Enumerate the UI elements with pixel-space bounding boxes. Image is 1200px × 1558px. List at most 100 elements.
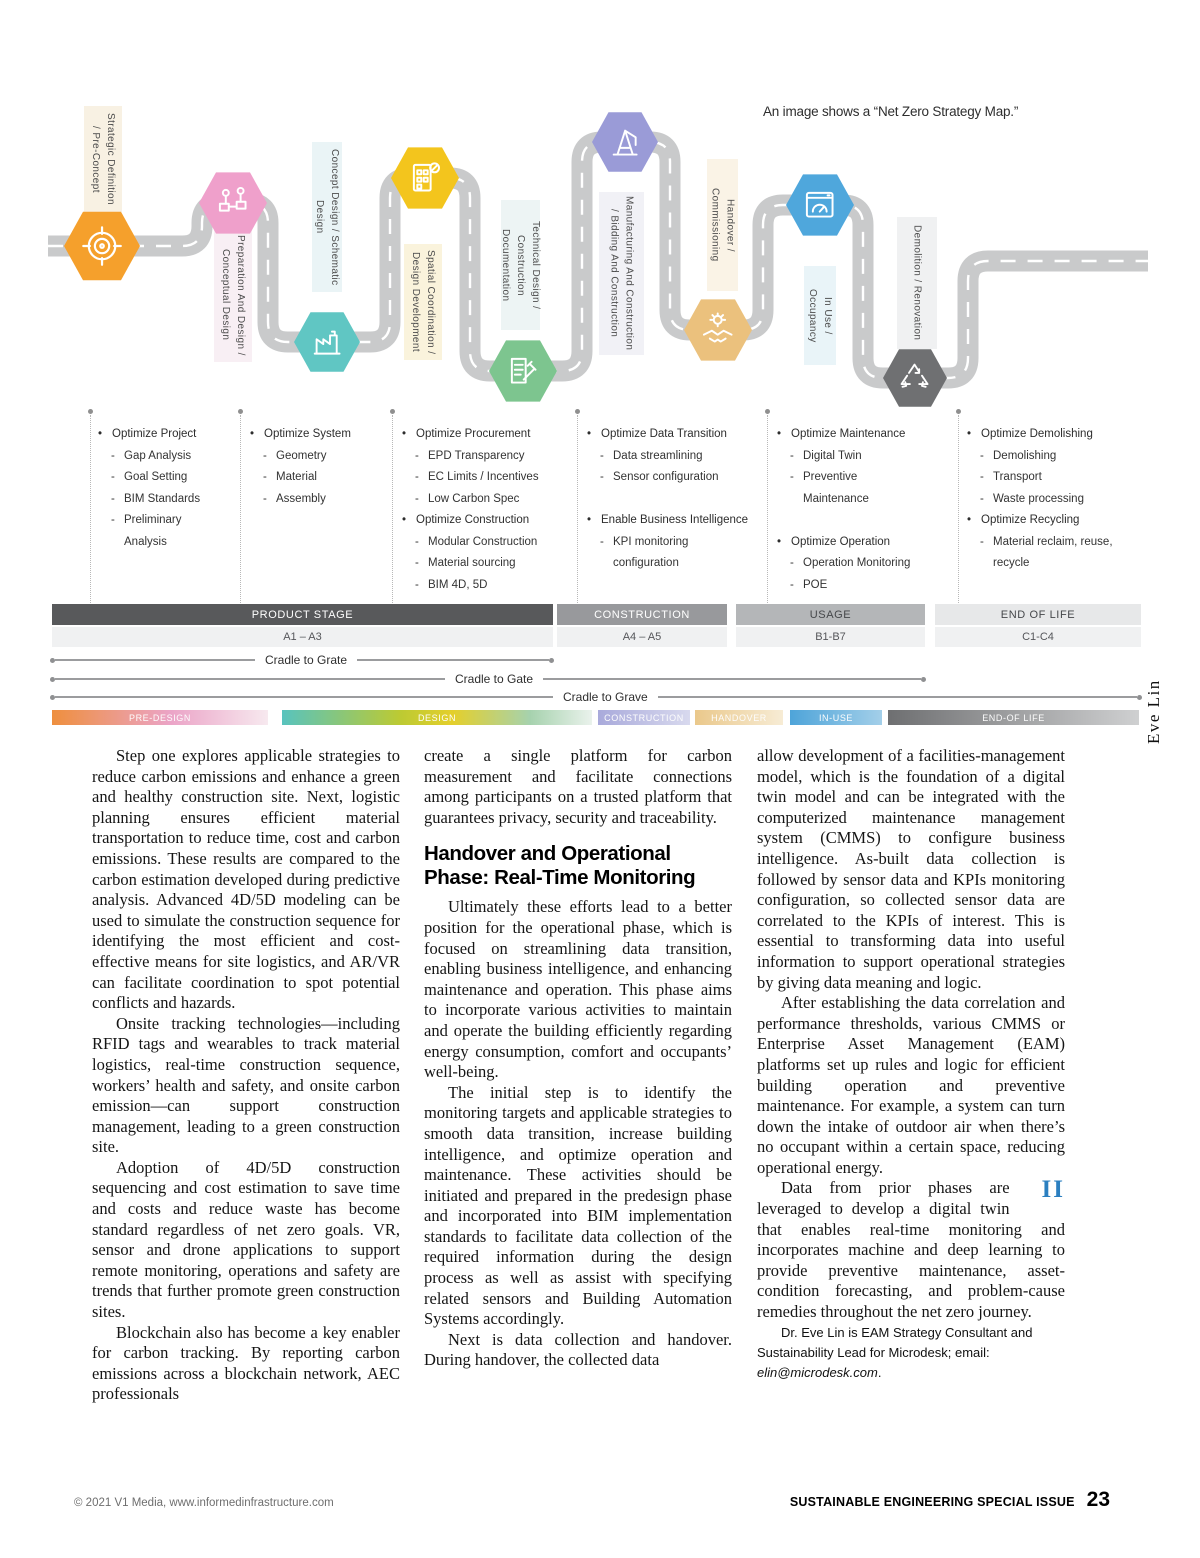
footer-right: SUSTAINABLE ENGINEERING SPECIAL ISSUE 23 bbox=[790, 1488, 1110, 1512]
paragraph: Blockchain also has become a key enabler… bbox=[92, 1322, 400, 1404]
bar-usage: USAGE bbox=[736, 604, 925, 625]
bullet-line: Optimize Demolishing bbox=[965, 424, 1143, 446]
bullet-line: KPI monitoring configuration bbox=[585, 532, 750, 575]
connector-line bbox=[390, 409, 395, 603]
paragraph: Adoption of 4D/5D construction sequencin… bbox=[92, 1157, 400, 1322]
paragraph: allow development of a facilities-manage… bbox=[757, 746, 1065, 992]
figure-caption: An image shows a “Net Zero Strategy Map.… bbox=[763, 104, 1019, 119]
bullet-line: Goal Setting bbox=[96, 467, 214, 489]
connector-line bbox=[238, 409, 243, 603]
connector-line bbox=[765, 409, 770, 603]
stage-label-technical-design: Technical Design / Construction Document… bbox=[500, 200, 541, 330]
span-cradle-to-grate: Cradle to Grate bbox=[50, 653, 554, 667]
stage-label-concept-design: Concept Design / Schematic Design bbox=[312, 142, 342, 292]
paragraph: Ultimately these efforts lead to a bette… bbox=[424, 897, 732, 1082]
derrick-icon bbox=[612, 129, 638, 156]
section-heading: Handover and Operational Phase: Real-Tim… bbox=[424, 842, 696, 890]
bullet-line: Geometry bbox=[248, 446, 378, 468]
bullet-line: Assembly bbox=[248, 489, 378, 511]
timeline-end-of-life: END-OF LIFE bbox=[888, 710, 1139, 725]
stage-hex-spatial-coordination bbox=[391, 147, 459, 209]
bullet-line: Material bbox=[248, 467, 378, 489]
bullet-line: Data streamlining bbox=[585, 446, 750, 468]
bullet-line: Optimize Construction bbox=[400, 510, 568, 532]
bullet-line: Low Carbon Spec bbox=[400, 489, 568, 511]
stage-label-demolition: Demolition / Renovation bbox=[897, 217, 937, 349]
article-column-2: create a single platform for carbon meas… bbox=[424, 746, 732, 1371]
paragraph: create a single platform for carbon meas… bbox=[424, 746, 732, 827]
issue-title: SUSTAINABLE ENGINEERING SPECIAL ISSUE bbox=[789, 1495, 1075, 1509]
paragraph: Next is data collection and handover. Du… bbox=[424, 1329, 732, 1370]
target-icon bbox=[82, 226, 122, 266]
bar-construction-range: A4 – A5 bbox=[557, 627, 727, 647]
bar-usage-range: B1-B7 bbox=[736, 627, 925, 647]
closing-paragraph: II Data from prior phases are leveraged t… bbox=[757, 1176, 1065, 1322]
stage-label-in-use: In Use / Occupancy bbox=[804, 266, 836, 365]
stage-hex-demolition bbox=[883, 349, 947, 407]
stage-hex-concept-design bbox=[294, 312, 360, 372]
bullet-line: Material sourcing bbox=[400, 553, 568, 575]
timeline-handover: HANDOVER bbox=[695, 710, 783, 725]
bullet-line: Optimize Maintenance bbox=[775, 424, 925, 446]
bullet-line: Sensor configuration bbox=[585, 467, 750, 489]
stage-label-strategic-definition: Strategic Definition / Pre-Concept bbox=[84, 106, 122, 212]
bar-end-of-life: END OF LIFE bbox=[935, 604, 1141, 625]
page-number: 23 bbox=[1086, 1488, 1110, 1511]
stage-label-handover: Handover / Commissioning bbox=[707, 159, 738, 291]
connector-line bbox=[88, 409, 93, 603]
bullet-line: Transport bbox=[965, 467, 1143, 489]
bullet-line: Optimize Data Transition bbox=[585, 424, 750, 446]
bullet-line: EC Limits / Incentives bbox=[400, 467, 568, 489]
author-email: elin@microdesk.com bbox=[757, 1364, 878, 1380]
bullet-line bbox=[585, 489, 750, 511]
bullet-line: EPD Transparency bbox=[400, 446, 568, 468]
factory-icon bbox=[313, 330, 341, 355]
paragraph: Step one explores applicable strategies … bbox=[92, 746, 400, 1013]
bullet-line bbox=[775, 510, 925, 532]
handshake-icon bbox=[703, 312, 733, 343]
gauge-icon bbox=[806, 192, 834, 218]
author-bio: Dr. Eve Lin is EAM Strategy Consultant a… bbox=[757, 1324, 1033, 1380]
timeline-design: DESIGN bbox=[282, 710, 592, 725]
timeline-in-use: IN-USE bbox=[790, 710, 882, 725]
copyright-line: © 2021 V1 Media, www.informedinfrastruct… bbox=[74, 1497, 334, 1509]
stage-label-spatial-coordination: Spatial Coordination / Design Developmen… bbox=[404, 244, 442, 360]
bullet-line: Modular Construction bbox=[400, 532, 568, 554]
timeline-pre-design: PRE-DESIGN bbox=[52, 710, 268, 725]
connector-line bbox=[575, 409, 580, 603]
recycle-icon bbox=[901, 364, 929, 389]
bullet-line: Demolishing bbox=[965, 446, 1143, 468]
bullet-line: BIM Standards bbox=[96, 489, 214, 511]
paragraph: The initial step is to identify the moni… bbox=[424, 1082, 732, 1329]
road-path bbox=[48, 131, 1148, 389]
article-column-1: Step one explores applicable strategies … bbox=[92, 746, 400, 1405]
bullet-column-system: Optimize SystemGeometryMaterialAssembly bbox=[248, 424, 378, 510]
bar-end-of-life-range: C1-C4 bbox=[935, 627, 1141, 647]
contract-icon bbox=[511, 358, 537, 384]
bullet-line: Optimize Recycling bbox=[965, 510, 1143, 532]
bullet-column-data-transition: Optimize Data TransitionData streamlinin… bbox=[585, 424, 750, 575]
publication-logo-ii: II bbox=[1041, 1176, 1065, 1204]
bullet-column-procurement: Optimize ProcurementEPD TransparencyEC L… bbox=[400, 424, 568, 596]
paragraph: Onsite tracking technologies—including R… bbox=[92, 1013, 400, 1157]
bullet-line: Optimize Operation bbox=[775, 532, 925, 554]
span-cradle-to-grave: Cradle to Grave bbox=[50, 690, 1142, 704]
bullet-line: Optimize Procurement bbox=[400, 424, 568, 446]
bullet-line: Optimize System bbox=[248, 424, 378, 446]
bullet-column-demolishing: Optimize DemolishingDemolishingTransport… bbox=[965, 424, 1143, 575]
bullet-line: Waste processing bbox=[965, 489, 1143, 511]
stage-label-manufacturing-construction: Manufacturing And Construction / Bidding… bbox=[599, 192, 644, 355]
bullet-line: Enable Business Intelligence bbox=[585, 510, 750, 532]
calculator-icon bbox=[413, 162, 441, 192]
bullet-column-project: Optimize ProjectGap AnalysisGoal Setting… bbox=[96, 424, 214, 553]
bullet-line: Preventive Maintenance bbox=[775, 467, 925, 510]
image-credit: Eve Lin bbox=[1144, 679, 1163, 744]
paragraph: After establishing the data correlation … bbox=[757, 993, 1065, 1177]
bar-product-stage-range: A1 – A3 bbox=[52, 627, 553, 647]
bullet-line: Digital Twin bbox=[775, 446, 925, 468]
column-2-paragraphs: Ultimately these efforts lead to a bette… bbox=[424, 897, 732, 1371]
connector-line bbox=[956, 409, 961, 603]
bullet-line: BIM 4D, 5D bbox=[400, 575, 568, 597]
article-column-3: allow development of a facilities-manage… bbox=[757, 746, 1065, 1383]
